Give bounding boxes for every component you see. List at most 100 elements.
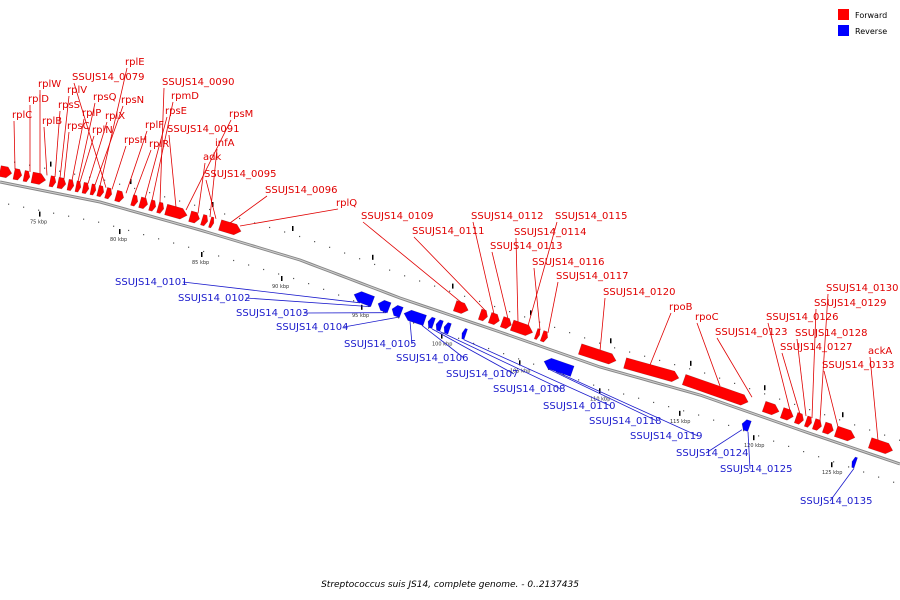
forward-gene-arrow-13[interactable] xyxy=(130,194,140,207)
gene-label-ssujs14-0105[interactable]: SSUJS14_0105 xyxy=(344,339,417,350)
forward-gene-arrow-38[interactable] xyxy=(833,425,856,443)
gene-label-rple[interactable]: rplE xyxy=(125,57,145,68)
forward-gene-arrow-19[interactable] xyxy=(200,214,209,227)
reverse-gene-arrow-0[interactable] xyxy=(352,289,375,308)
gene-label-ssujs14-0123[interactable]: SSUJS14_0123 xyxy=(715,327,788,338)
gene-label-ssujs14-0102[interactable]: SSUJS14_0102 xyxy=(178,293,251,304)
reverse-gene-arrow-9[interactable] xyxy=(740,419,752,432)
gene-label-rpob[interactable]: rpoB xyxy=(669,302,693,313)
gene-label-ssujs14-0117[interactable]: SSUJS14_0117 xyxy=(556,271,629,282)
reverse-gene-arrow-4[interactable] xyxy=(426,316,436,329)
forward-gene-arrow-16[interactable] xyxy=(156,201,166,214)
gene-label-ssujs14-0127[interactable]: SSUJS14_0127 xyxy=(780,342,853,353)
forward-gene-arrow-23[interactable] xyxy=(477,308,489,322)
forward-gene-arrow-8[interactable] xyxy=(81,181,90,194)
gene-label-rplq[interactable]: rplQ xyxy=(336,198,357,209)
forward-gene-arrow-30[interactable] xyxy=(623,357,681,384)
reverse-gene-arrow-2[interactable] xyxy=(390,304,404,318)
gene-label-rplx[interactable]: rplX xyxy=(105,111,125,122)
gene-label-rpsh[interactable]: rpsH xyxy=(124,135,147,146)
forward-gene-arrow-22[interactable] xyxy=(452,300,470,315)
gene-label-acka[interactable]: ackA xyxy=(868,346,892,357)
gene-label-ssujs14-0096[interactable]: SSUJS14_0096 xyxy=(265,185,338,196)
gene-label-rpss[interactable]: rpsS xyxy=(58,100,80,111)
forward-gene-arrow-28[interactable] xyxy=(539,330,549,343)
forward-gene-arrow-4[interactable] xyxy=(48,175,57,188)
gene-label-ssujs14-0112[interactable]: SSUJS14_0112 xyxy=(471,211,544,222)
gene-label-ssujs14-0128[interactable]: SSUJS14_0128 xyxy=(795,328,868,339)
forward-gene-arrow-26[interactable] xyxy=(509,319,534,338)
forward-gene-arrow-10[interactable] xyxy=(96,184,106,198)
forward-gene-arrow-34[interactable] xyxy=(793,412,805,425)
gene-label-ssujs14-0111[interactable]: SSUJS14_0111 xyxy=(412,226,485,237)
gene-label-ssujs14-0116[interactable]: SSUJS14_0116 xyxy=(532,257,605,268)
forward-gene-arrow-31[interactable] xyxy=(681,374,750,407)
forward-gene-arrow-33[interactable] xyxy=(779,407,795,422)
gene-label-rplb[interactable]: rplB xyxy=(42,116,62,127)
gene-label-ssujs14-0125[interactable]: SSUJS14_0125 xyxy=(720,464,793,475)
forward-gene-arrow-27[interactable] xyxy=(533,328,541,340)
forward-gene-arrow-7[interactable] xyxy=(74,180,82,193)
gene-label-rplc[interactable]: rplC xyxy=(12,110,32,121)
gene-label-ssujs14-0095[interactable]: SSUJS14_0095 xyxy=(204,169,277,180)
forward-gene-arrow-12[interactable] xyxy=(114,189,126,203)
reverse-gene-arrow-6[interactable] xyxy=(442,322,452,335)
reverse-gene-arrow-7[interactable] xyxy=(460,328,468,340)
gene-label-rplw[interactable]: rplW xyxy=(38,79,61,90)
forward-gene-arrow-3[interactable] xyxy=(30,171,47,186)
reverse-gene-arrow-8[interactable] xyxy=(542,356,575,377)
gene-label-rpse[interactable]: rpsE xyxy=(165,106,187,117)
forward-gene-arrow-0[interactable] xyxy=(0,165,13,179)
gene-label-ssujs14-0115[interactable]: SSUJS14_0115 xyxy=(555,211,628,222)
gene-label-ssujs14-0129[interactable]: SSUJS14_0129 xyxy=(814,298,887,309)
reverse-gene-arrow-5[interactable] xyxy=(434,319,444,332)
gene-label-rplf[interactable]: rplF xyxy=(145,120,164,131)
forward-gene-arrow-5[interactable] xyxy=(56,176,67,190)
gene-label-ssujs14-0124[interactable]: SSUJS14_0124 xyxy=(676,448,749,459)
gene-label-ssujs14-0106[interactable]: SSUJS14_0106 xyxy=(396,353,469,364)
forward-gene-arrow-2[interactable] xyxy=(22,170,31,183)
gene-label-adk[interactable]: adk xyxy=(203,152,221,163)
gene-label-rpsc[interactable]: rpsC xyxy=(67,121,90,132)
forward-gene-arrow-25[interactable] xyxy=(499,316,513,331)
forward-gene-arrow-24[interactable] xyxy=(487,312,501,326)
gene-label-ssujs14-0091[interactable]: SSUJS14_0091 xyxy=(167,124,240,135)
reverse-gene-arrow-10[interactable] xyxy=(850,456,858,469)
reverse-gene-arrow-1[interactable] xyxy=(376,298,392,314)
gene-label-ssujs14-0104[interactable]: SSUJS14_0104 xyxy=(276,322,349,333)
gene-label-ssujs14-0101[interactable]: SSUJS14_0101 xyxy=(115,277,188,288)
forward-gene-arrow-35[interactable] xyxy=(803,415,813,428)
gene-label-rplr[interactable]: rplR xyxy=(149,139,169,150)
gene-label-ssujs14-0103[interactable]: SSUJS14_0103 xyxy=(236,308,309,319)
gene-label-ssujs14-0118[interactable]: SSUJS14_0118 xyxy=(589,416,662,427)
gene-label-rpsn[interactable]: rpsN xyxy=(121,95,144,106)
forward-gene-arrow-15[interactable] xyxy=(148,199,158,212)
gene-label-ssujs14-0135[interactable]: SSUJS14_0135 xyxy=(800,496,873,507)
gene-label-ssujs14-0120[interactable]: SSUJS14_0120 xyxy=(603,287,676,298)
forward-gene-arrow-17[interactable] xyxy=(164,203,189,221)
gene-label-infa[interactable]: infA xyxy=(215,138,235,149)
gene-label-ssujs14-0110[interactable]: SSUJS14_0110 xyxy=(543,401,616,412)
forward-gene-arrow-37[interactable] xyxy=(821,421,835,436)
forward-gene-arrow-29[interactable] xyxy=(577,343,618,366)
forward-gene-arrow-1[interactable] xyxy=(12,168,23,181)
gene-label-ssujs14-0126[interactable]: SSUJS14_0126 xyxy=(766,312,839,323)
forward-gene-arrow-9[interactable] xyxy=(89,183,97,196)
gene-label-ssujs14-0090[interactable]: SSUJS14_0090 xyxy=(162,77,235,88)
gene-label-rpsq[interactable]: rpsQ xyxy=(93,92,117,103)
gene-label-ssujs14-0114[interactable]: SSUJS14_0114 xyxy=(514,227,587,238)
forward-gene-arrow-6[interactable] xyxy=(66,178,75,191)
gene-label-ssujs14-0079[interactable]: SSUJS14_0079 xyxy=(72,72,145,83)
forward-gene-arrow-18[interactable] xyxy=(188,210,202,224)
forward-gene-arrow-21[interactable] xyxy=(218,219,242,237)
forward-gene-arrow-32[interactable] xyxy=(761,400,781,417)
gene-label-rpln[interactable]: rplN xyxy=(92,125,113,136)
forward-gene-arrow-11[interactable] xyxy=(104,187,114,200)
gene-label-rpmd[interactable]: rpmD xyxy=(171,91,199,102)
gene-label-ssujs14-0108[interactable]: SSUJS14_0108 xyxy=(493,384,566,395)
gene-label-ssujs14-0133[interactable]: SSUJS14_0133 xyxy=(822,360,895,371)
gene-label-rpoc[interactable]: rpoC xyxy=(695,312,719,323)
gene-label-ssujs14-0119[interactable]: SSUJS14_0119 xyxy=(630,431,703,442)
gene-label-ssujs14-0107[interactable]: SSUJS14_0107 xyxy=(446,369,519,380)
gene-label-ssujs14-0130[interactable]: SSUJS14_0130 xyxy=(826,283,899,294)
